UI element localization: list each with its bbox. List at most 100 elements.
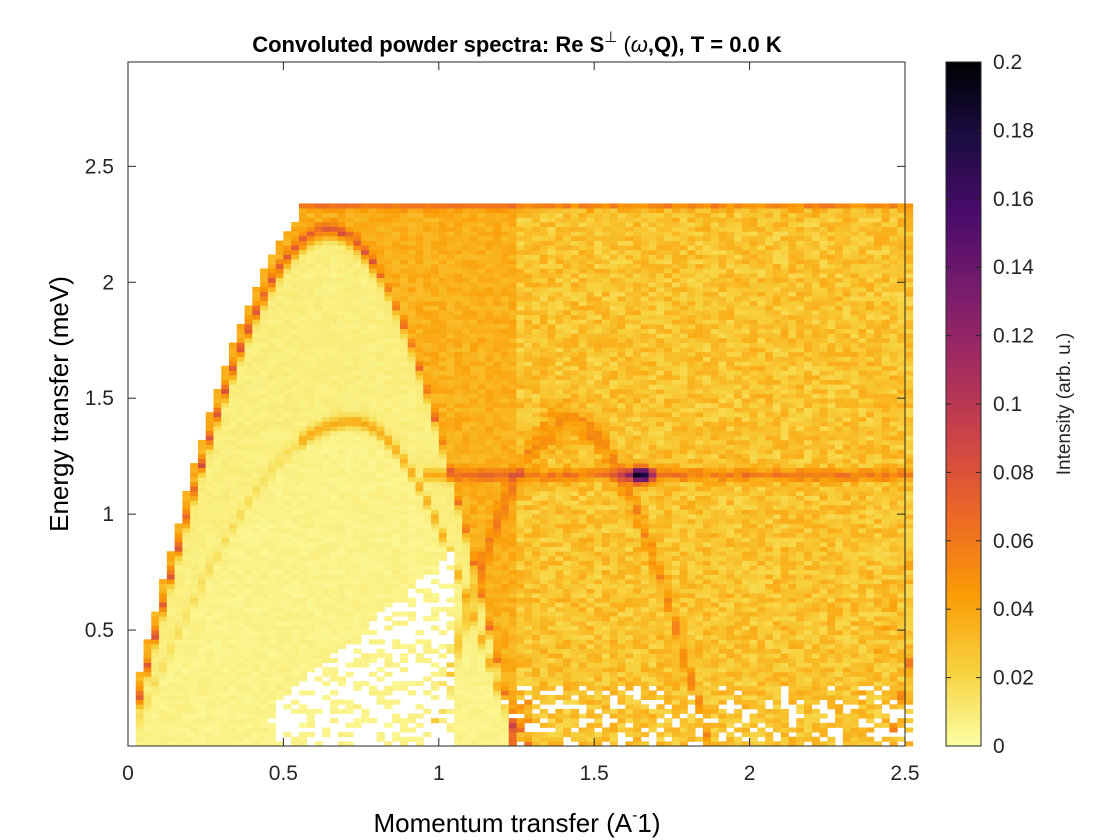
heatmap-cell — [493, 300, 502, 306]
heatmap-cell — [392, 528, 401, 534]
heatmap-cell — [485, 620, 494, 626]
heatmap-cell — [330, 708, 339, 714]
heatmap-cell — [298, 588, 308, 594]
heatmap-cell — [493, 486, 502, 492]
heatmap-cell — [539, 634, 548, 640]
heatmap-cell — [330, 393, 339, 399]
heatmap-cell — [524, 477, 533, 483]
heatmap-cell — [485, 653, 494, 659]
heatmap-cell — [298, 263, 308, 269]
heatmap-cell — [493, 319, 502, 325]
heatmap-cell — [213, 620, 222, 626]
heatmap-cell — [462, 602, 471, 608]
heatmap-cell — [508, 449, 517, 455]
heatmap-cell — [361, 602, 370, 608]
heatmap-cell — [500, 217, 510, 223]
heatmap-cell — [267, 699, 277, 705]
heatmap-cell — [462, 634, 471, 640]
heatmap-cell — [337, 537, 346, 543]
heatmap-cell — [368, 490, 378, 496]
heatmap-cell — [337, 300, 346, 306]
heatmap-cell — [267, 713, 277, 719]
heatmap-cell — [190, 551, 199, 557]
heatmap-cell — [462, 351, 471, 357]
heatmap-cell — [423, 477, 432, 483]
heatmap-cell — [260, 444, 269, 450]
heatmap-cell — [260, 523, 269, 529]
heatmap-cell — [159, 579, 168, 585]
heatmap-cell — [446, 254, 455, 260]
heatmap-cell — [368, 268, 378, 274]
heatmap-cell — [454, 356, 463, 362]
heatmap-cell — [415, 402, 424, 408]
heatmap-cell — [260, 667, 269, 673]
heatmap-cell — [244, 407, 253, 413]
heatmap-cell — [236, 671, 245, 677]
heatmap-cell — [314, 579, 323, 585]
heatmap-cell — [306, 416, 315, 422]
heatmap-cell — [283, 472, 292, 478]
heatmap-cell — [399, 314, 409, 320]
heatmap-cell — [462, 472, 471, 478]
heatmap-cell — [267, 653, 277, 659]
heatmap-cell — [524, 388, 533, 394]
heatmap-cell — [423, 569, 432, 575]
heatmap-cell — [500, 379, 510, 385]
heatmap-cell — [423, 648, 432, 654]
heatmap-cell — [438, 356, 447, 362]
heatmap-cell — [283, 467, 292, 473]
heatmap-cell — [345, 384, 354, 390]
heatmap-cell — [283, 337, 292, 343]
heatmap-cell — [306, 657, 315, 663]
heatmap-cell — [298, 254, 308, 260]
heatmap-cell — [547, 221, 556, 228]
heatmap-cell — [431, 235, 440, 241]
heatmap-cell — [384, 435, 393, 441]
heatmap-cell — [532, 583, 541, 589]
heatmap-cell — [508, 333, 517, 339]
heatmap-cell — [361, 402, 370, 408]
heatmap-cell — [298, 708, 308, 714]
heatmap-cell — [384, 235, 393, 241]
heatmap-cell — [236, 569, 245, 575]
heatmap-cell — [267, 430, 277, 436]
heatmap-cell — [462, 579, 471, 585]
heatmap-cell — [407, 212, 416, 218]
heatmap-cell — [477, 616, 486, 622]
heatmap-cell — [298, 319, 308, 325]
heatmap-cell — [330, 495, 339, 501]
heatmap-cell — [275, 444, 284, 450]
heatmap-cell — [353, 532, 362, 538]
heatmap-cell — [462, 625, 471, 631]
heatmap-cell — [252, 351, 261, 357]
heatmap-cell — [446, 402, 455, 408]
heatmap-cell — [345, 732, 354, 738]
heatmap-cell — [221, 639, 230, 645]
heatmap-cell — [260, 490, 269, 496]
heatmap-cell — [508, 226, 517, 232]
heatmap-cell — [423, 528, 432, 534]
heatmap-cell — [415, 300, 424, 306]
heatmap-cell — [205, 667, 214, 673]
heatmap-cell — [407, 324, 416, 330]
heatmap-cell — [190, 690, 199, 696]
heatmap-cell — [244, 310, 253, 316]
heatmap-cell — [283, 416, 292, 422]
heatmap-cell — [431, 490, 440, 496]
heatmap-cell — [361, 504, 370, 510]
heatmap-cell — [368, 407, 378, 413]
heatmap-cell — [446, 472, 455, 478]
heatmap-cell — [361, 235, 370, 241]
heatmap-cell — [229, 708, 238, 714]
heatmap-cell — [166, 625, 176, 631]
heatmap-cell — [508, 625, 517, 631]
heatmap-cell — [174, 574, 183, 580]
heatmap-cell — [361, 365, 370, 371]
heatmap-cell — [376, 319, 385, 325]
heatmap-cell — [415, 245, 424, 251]
heatmap-cell — [399, 277, 409, 283]
heatmap-cell — [477, 245, 486, 251]
heatmap-cell — [236, 523, 245, 529]
heatmap-cell — [462, 254, 471, 260]
heatmap-cell — [174, 708, 183, 714]
